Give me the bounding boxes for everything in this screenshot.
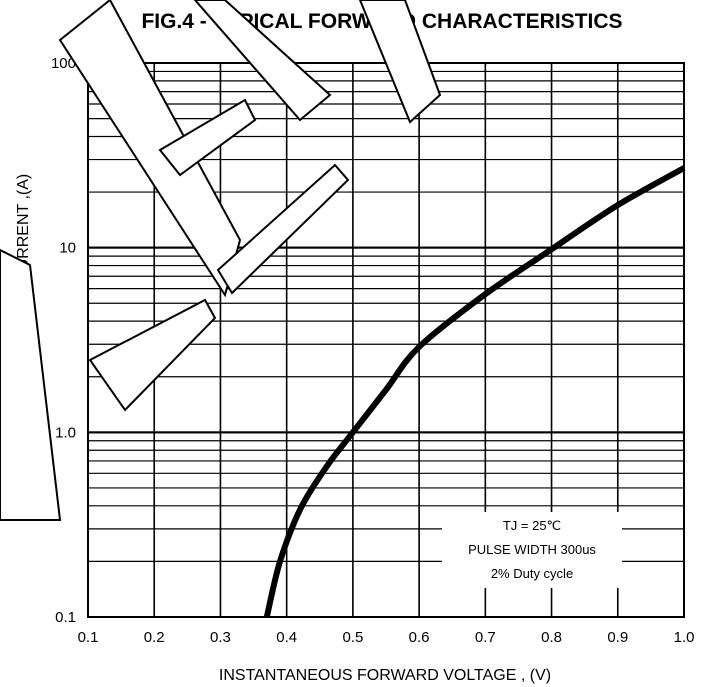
x-tick-label: 0.2 (144, 629, 165, 646)
watermark-stroke (216, 163, 350, 295)
watermark-stroke (58, 0, 242, 298)
x-axis-label: INSTANTANEOUS FORWARD VOLTAGE , (V) (219, 667, 551, 684)
annotation-tj: TJ = 25℃ (503, 518, 561, 533)
watermark (0, 0, 442, 521)
annotation-pulse-width: PULSE WIDTH 300us (468, 542, 596, 557)
annotation-background (442, 512, 622, 588)
y-tick-labels: 0.1 1.0 10 100 (51, 55, 76, 626)
y-tick-label: 10 (59, 240, 76, 257)
y-tick-label: 0.1 (55, 609, 76, 626)
x-tick-label: 0.4 (276, 629, 297, 646)
watermark-stroke (88, 298, 217, 412)
watermark-stroke (358, 0, 442, 124)
x-tick-label: 0.5 (342, 629, 363, 646)
watermark-stroke (193, 0, 332, 122)
x-tick-label: 0.1 (78, 629, 99, 646)
x-tick-label: 0.7 (475, 629, 496, 646)
watermark-stroke (158, 98, 257, 177)
x-tick-label: 0.3 (210, 629, 231, 646)
x-tick-labels: 0.1 0.2 0.3 0.4 0.5 0.6 0.7 0.8 0.9 1.0 (78, 629, 695, 646)
forward-characteristic-curve (263, 165, 686, 618)
x-tick-label: 0.8 (541, 629, 562, 646)
x-tick-label: 1.0 (674, 629, 695, 646)
y-tick-label: 1.0 (55, 424, 76, 441)
y-tick-label: 100 (51, 55, 76, 72)
x-tick-label: 0.6 (409, 629, 430, 646)
x-tick-label: 0.9 (607, 629, 628, 646)
conditions-annotation: TJ = 25℃ PULSE WIDTH 300us 2% Duty cycle (442, 512, 622, 588)
annotation-duty-cycle: 2% Duty cycle (491, 566, 573, 581)
watermark-stroke (0, 248, 62, 521)
